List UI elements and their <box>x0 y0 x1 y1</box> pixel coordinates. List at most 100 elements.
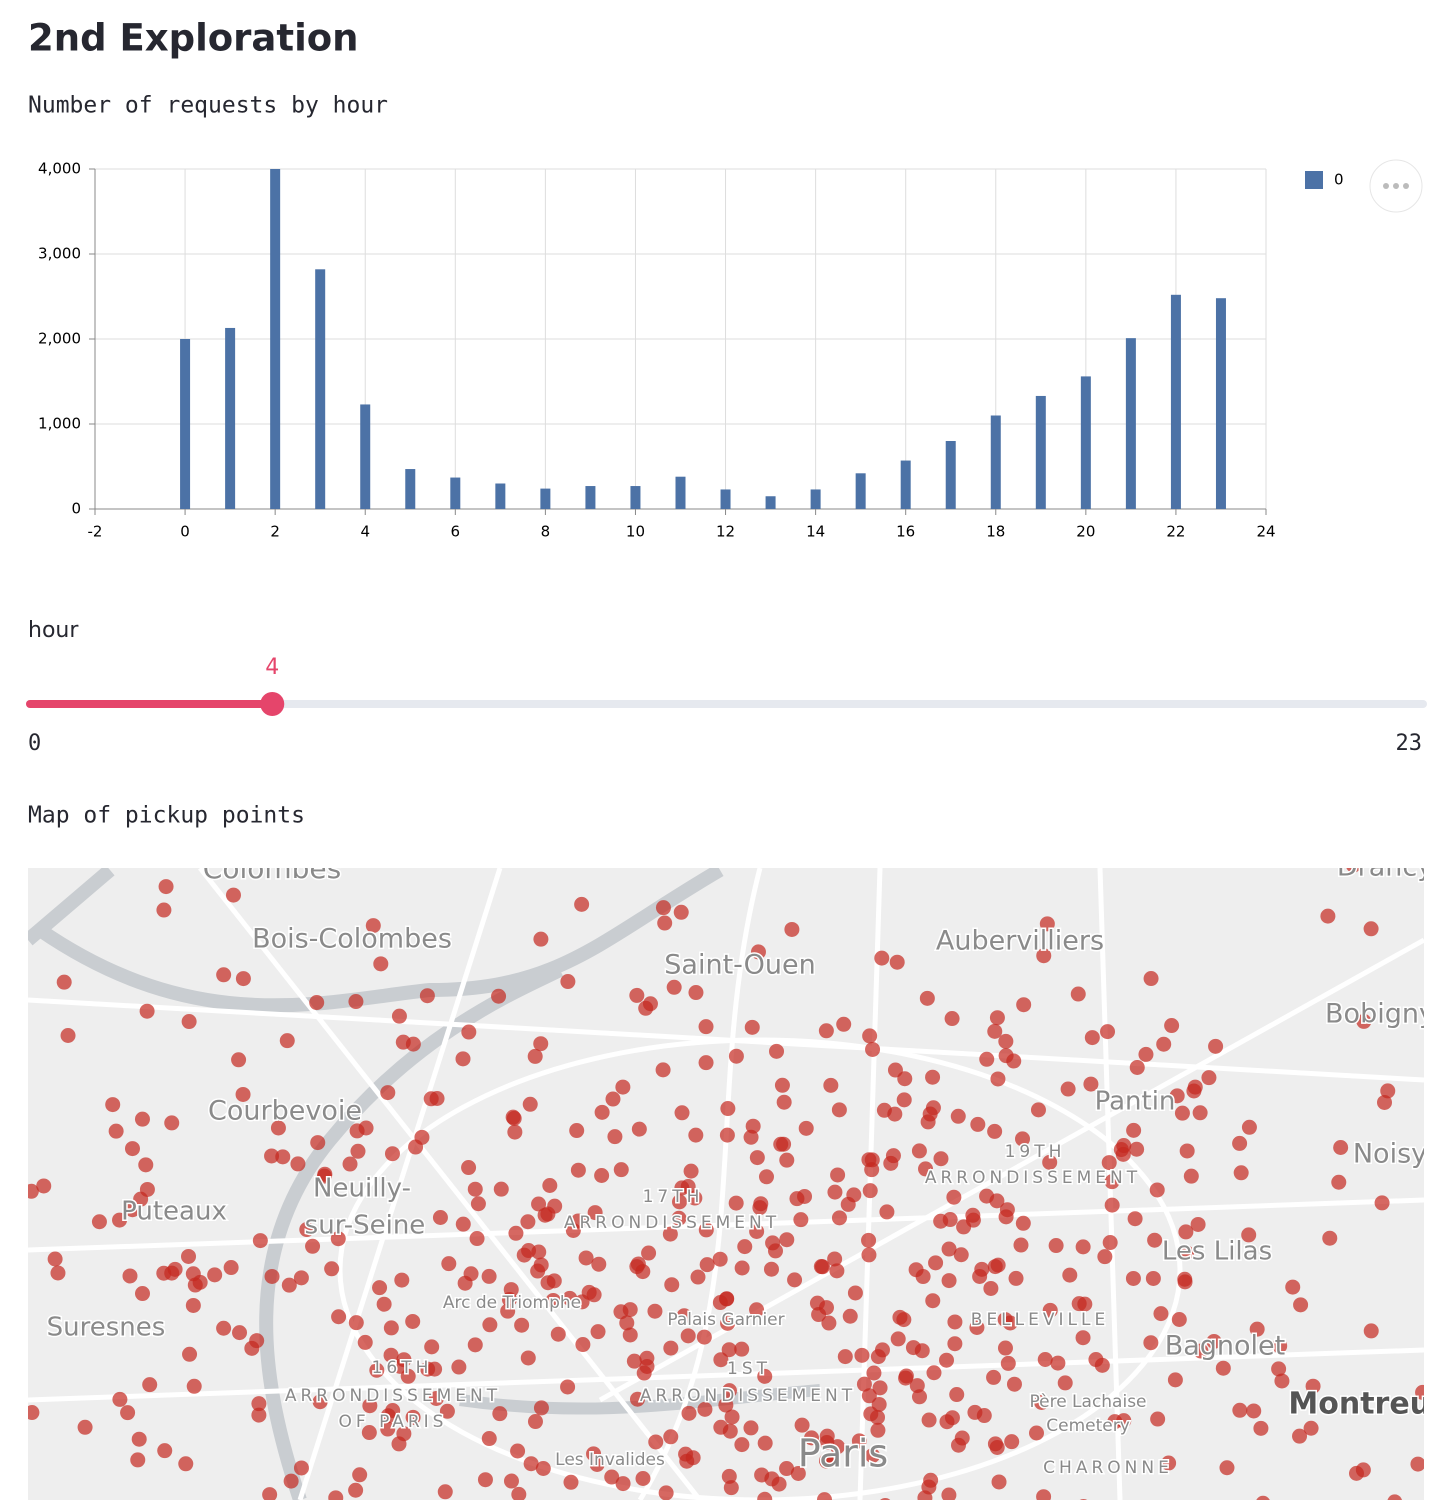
pickup-dot <box>516 1247 532 1263</box>
pickup-dot <box>391 1008 407 1024</box>
pickup-dot <box>207 1267 223 1283</box>
pickup-dot <box>290 1156 306 1172</box>
place-label: Suresnes <box>47 1313 166 1343</box>
pickup-dot <box>840 1196 856 1212</box>
pickup-dot <box>178 1456 194 1472</box>
pickup-dot <box>939 1414 955 1430</box>
place-label: Les Lilas <box>1162 1237 1272 1267</box>
pickup-dot <box>758 1169 774 1185</box>
pickup-dot <box>856 1376 872 1392</box>
pickup-dot <box>348 1482 364 1498</box>
pickup-dot <box>574 1294 590 1310</box>
bar <box>495 483 506 509</box>
pickup-dot <box>829 1263 845 1279</box>
place-label: ARRONDISSEMENT <box>285 1386 501 1406</box>
pickup-dot <box>819 1435 835 1451</box>
pickup-dot <box>511 1486 527 1500</box>
pickup-dot <box>1232 1402 1248 1418</box>
pickup-dot <box>4 1445 19 1460</box>
pickup-dot <box>724 1409 740 1425</box>
x-tick-label: 24 <box>1256 523 1275 541</box>
pickup-dot <box>744 1019 760 1035</box>
pickup-dot <box>1153 1306 1169 1322</box>
pickup-dot <box>804 1430 820 1446</box>
pickup-dot <box>1057 1375 1073 1391</box>
pickup-dot <box>590 1324 606 1340</box>
pickup-dot <box>185 1266 201 1282</box>
pickup-dot <box>112 1391 128 1407</box>
pickup-dot <box>728 1195 744 1211</box>
pickup-dot <box>774 1077 790 1093</box>
pickup-dot <box>921 1412 937 1428</box>
pickup-dot <box>933 1151 949 1167</box>
pickup-dot <box>514 1317 530 1333</box>
pickup-dot <box>1075 1330 1091 1346</box>
pickup-dot <box>533 1036 549 1052</box>
pickup-dot <box>676 1308 692 1324</box>
x-tick-label: 10 <box>626 523 645 541</box>
pickup-dot <box>1187 1079 1203 1095</box>
pickup-dot <box>252 1233 268 1249</box>
pickup-dot <box>383 1347 399 1363</box>
pickup-dot <box>1002 1315 1018 1331</box>
pickup-dot <box>874 950 890 966</box>
place-label: Neuilly- <box>313 1174 411 1204</box>
pickup-dot <box>424 1339 440 1355</box>
pickup-dot <box>441 1256 457 1272</box>
pickup-dot <box>1320 908 1336 924</box>
bar <box>900 460 911 509</box>
pickup-dot <box>749 1150 765 1166</box>
pickup-dot <box>941 1487 957 1500</box>
bar <box>855 473 866 509</box>
pickup-dot <box>491 988 507 1004</box>
slider-max: 23 <box>1396 731 1423 756</box>
pickup-dot <box>1174 1105 1190 1121</box>
pickup-dot <box>989 1010 1005 1026</box>
bar <box>1125 338 1136 509</box>
pickup-dot <box>1428 1288 1443 1303</box>
pickup-dot <box>1167 1372 1183 1388</box>
pickup-dot <box>919 990 935 1006</box>
bar <box>1215 298 1226 509</box>
pickup-dot <box>944 1011 960 1027</box>
pickup-dot <box>967 1404 983 1420</box>
pickup-dot <box>439 1403 455 1419</box>
pickup-dot <box>396 1426 412 1442</box>
pickup-dot <box>520 1350 536 1366</box>
pickup-dot <box>522 1096 538 1112</box>
pickup-dot <box>681 1405 697 1421</box>
pickup-dot <box>264 1268 280 1284</box>
pickup-dot <box>157 1443 173 1459</box>
pickup-dot <box>492 1406 508 1422</box>
pickup-dot <box>1030 1102 1046 1118</box>
pickup-dot <box>1097 1249 1113 1265</box>
pickup-dot <box>569 1123 585 1139</box>
pickup-dot <box>639 1358 655 1374</box>
slider-thumb[interactable] <box>260 692 285 716</box>
pickup-dot <box>182 1346 198 1362</box>
pickup-dot <box>737 1239 753 1255</box>
pickup-dot <box>1071 1296 1087 1312</box>
pickup-dot <box>1377 1094 1393 1110</box>
pickup-dot <box>570 1162 586 1178</box>
pickup-dot <box>743 1420 759 1436</box>
place-label: 16TH <box>372 1358 433 1378</box>
pickup-dot <box>793 1212 809 1228</box>
pickup-dot <box>395 1034 411 1050</box>
pickup-dot <box>482 1317 498 1333</box>
pickup-dot <box>489 847 504 862</box>
chart-caption: Number of requests by hour <box>28 93 388 119</box>
pickup-dot <box>1015 1131 1031 1147</box>
pickup-dot <box>864 1448 880 1464</box>
pickup-dot <box>1415 1384 1424 1400</box>
pickup-dot <box>1183 1168 1199 1184</box>
pickup-dot <box>503 1473 519 1489</box>
pickup-dot <box>918 1161 934 1177</box>
pickup-dot <box>283 1473 299 1489</box>
pickup-dot <box>134 1286 150 1302</box>
pickup-dot <box>50 1265 66 1281</box>
pickup-dot <box>1363 1323 1379 1339</box>
pickup-dot <box>1355 1462 1371 1478</box>
pickup-dot <box>1015 1215 1031 1231</box>
legend-label: 0 <box>1334 171 1344 189</box>
